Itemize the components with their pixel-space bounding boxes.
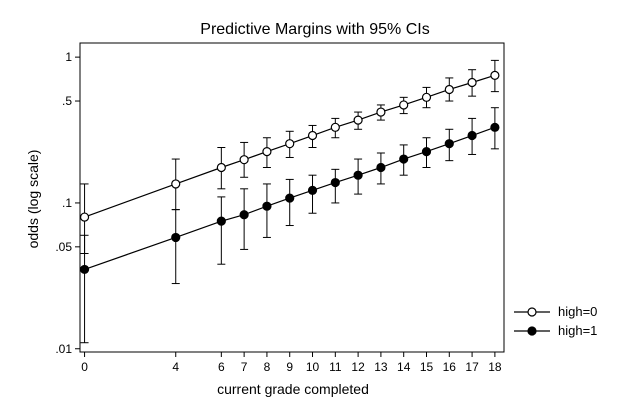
- data-point-high0: [376, 107, 386, 117]
- x-tick-label: 6: [218, 360, 225, 374]
- data-point-high1: [330, 177, 340, 188]
- x-tick-label: 7: [241, 360, 248, 374]
- data-point-high1: [216, 216, 226, 226]
- data-point-high0: [262, 146, 272, 157]
- data-point-high0: [171, 179, 181, 189]
- legend: high=0 high=1: [514, 304, 597, 338]
- x-tick-label: 0: [81, 360, 88, 374]
- y-axis-title: odds (log scale): [25, 150, 41, 249]
- data-point-high1: [421, 146, 432, 157]
- x-tick-label: 16: [443, 360, 457, 374]
- x-tick-label: 14: [397, 360, 411, 374]
- data-point-high0: [444, 84, 454, 95]
- legend-label-high0: high=0: [558, 304, 597, 319]
- data-point-high1: [467, 130, 477, 141]
- data-point-high1: [171, 232, 181, 243]
- legend-label-high1: high=1: [558, 323, 597, 338]
- x-tick-label: 9: [286, 360, 293, 374]
- data-point-high1: [376, 162, 386, 173]
- x-axis-title: current grade completed: [217, 381, 369, 397]
- y-tick-label: 1: [65, 50, 72, 64]
- plot-area: .01.05.1.510 4 6 7 8 9 10 11 12 13 14 15 16 17 18: [55, 42, 505, 374]
- data-point-high1: [399, 154, 409, 164]
- plot-frame: [79, 42, 505, 353]
- x-tick-label: 12: [351, 360, 365, 374]
- x-tick-label: 17: [465, 360, 479, 374]
- data-point-high1: [444, 139, 454, 149]
- data-point-high1: [285, 193, 295, 203]
- x-tick-label: 18: [488, 360, 502, 374]
- data-point-high0: [285, 139, 295, 149]
- x-tick-label: 8: [264, 360, 271, 374]
- data-point-high0: [421, 92, 432, 102]
- data-point-high0: [239, 155, 249, 165]
- data-point-high0: [399, 100, 409, 110]
- data-point-high0: [353, 115, 363, 125]
- x-tick-label: 13: [374, 360, 388, 374]
- data-point-high0: [330, 122, 340, 132]
- data-point-high1: [307, 185, 318, 195]
- data-point-high0: [467, 77, 477, 88]
- chart-title: Predictive Margins with 95% CIs: [200, 21, 429, 38]
- data-point-high1: [239, 210, 249, 220]
- x-tick-label: 10: [306, 360, 320, 374]
- data-point-high0: [216, 162, 226, 173]
- x-tick-label: 11: [329, 360, 342, 374]
- data-point-high0: [79, 212, 90, 222]
- data-point-high1: [490, 122, 500, 132]
- y-tick-label: .01: [55, 342, 72, 356]
- data-point-high1: [79, 264, 90, 275]
- y-tick-label: .5: [62, 94, 72, 108]
- data-point-high1: [353, 170, 363, 180]
- y-tick-label: .1: [62, 196, 72, 210]
- data-point-high0: [490, 70, 500, 80]
- legend-marker-high0: [527, 307, 537, 317]
- legend-marker-high1: [527, 326, 537, 336]
- x-tick-label: 4: [172, 360, 179, 374]
- data-point-high0: [307, 130, 318, 141]
- data-point-high1: [262, 201, 272, 211]
- x-tick-label: 15: [420, 360, 434, 374]
- y-tick-label: .05: [55, 240, 72, 254]
